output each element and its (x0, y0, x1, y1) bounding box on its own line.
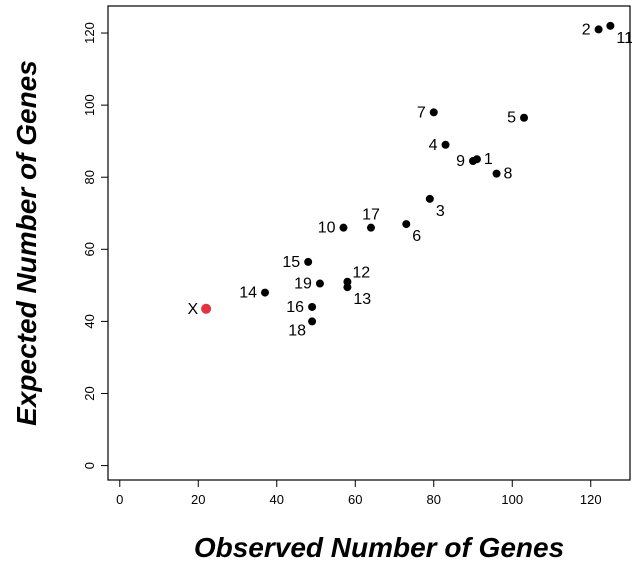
y-tick-label: 40 (82, 314, 97, 328)
point-label: 13 (353, 291, 371, 308)
data-point (606, 21, 615, 30)
point-label: 10 (318, 220, 336, 237)
data-point (469, 156, 478, 165)
y-axis: 0 20 40 60 80 100 120 (82, 22, 108, 469)
point-label: 12 (352, 265, 370, 282)
y-tick-label: 0 (82, 462, 97, 469)
data-point (315, 279, 324, 288)
x-tick-label: 100 (501, 492, 523, 507)
point-label: 1 (484, 151, 493, 168)
x-tick-label: 20 (191, 492, 205, 507)
y-tick-label: 20 (82, 386, 97, 400)
data-point (429, 108, 438, 117)
data-point (520, 113, 529, 122)
point-label: 8 (504, 166, 513, 183)
plot-frame (107, 5, 631, 481)
y-tick-label: 120 (82, 22, 97, 44)
x-axis: 0 20 40 60 80 100 120 (116, 480, 602, 507)
point-label: 14 (239, 285, 257, 302)
y-axis-title: Expected Number of Genes (11, 60, 42, 426)
data-point (308, 302, 317, 311)
y-tick-label: 80 (82, 170, 97, 184)
data-point (304, 257, 313, 266)
data-point (366, 223, 375, 232)
data-point (594, 25, 603, 34)
point-label: 15 (282, 254, 300, 271)
point-label: 19 (294, 276, 312, 293)
point-label: 2 (582, 21, 591, 38)
point-label: 5 (507, 110, 516, 127)
x-tick-label: 40 (270, 492, 284, 507)
highlight-point (201, 303, 212, 314)
x-axis-title: Observed Number of Genes (194, 532, 564, 563)
point-label: 7 (417, 104, 426, 121)
data-point (308, 317, 317, 326)
x-tick-label: 0 (116, 492, 123, 507)
point-label: 3 (436, 203, 445, 220)
point-label: 11 (616, 30, 632, 47)
data-point (260, 288, 269, 297)
point-label: 16 (286, 299, 304, 316)
data-point (343, 283, 352, 292)
data-point (425, 194, 434, 203)
data-point (492, 169, 501, 178)
point-label: 4 (429, 137, 438, 154)
x-tick-label: 60 (348, 492, 362, 507)
data-point (339, 223, 348, 232)
x-tick-label: 120 (580, 492, 602, 507)
data-point (402, 220, 411, 229)
y-tick-label: 60 (82, 242, 97, 256)
point-label: 17 (362, 207, 380, 224)
point-label: 6 (412, 228, 421, 245)
x-tick-label: 80 (427, 492, 441, 507)
point-label: 18 (288, 322, 306, 339)
point-label: 9 (456, 153, 465, 170)
point-label: X (187, 301, 198, 318)
data-point (441, 140, 450, 149)
y-tick-label: 100 (82, 94, 97, 116)
